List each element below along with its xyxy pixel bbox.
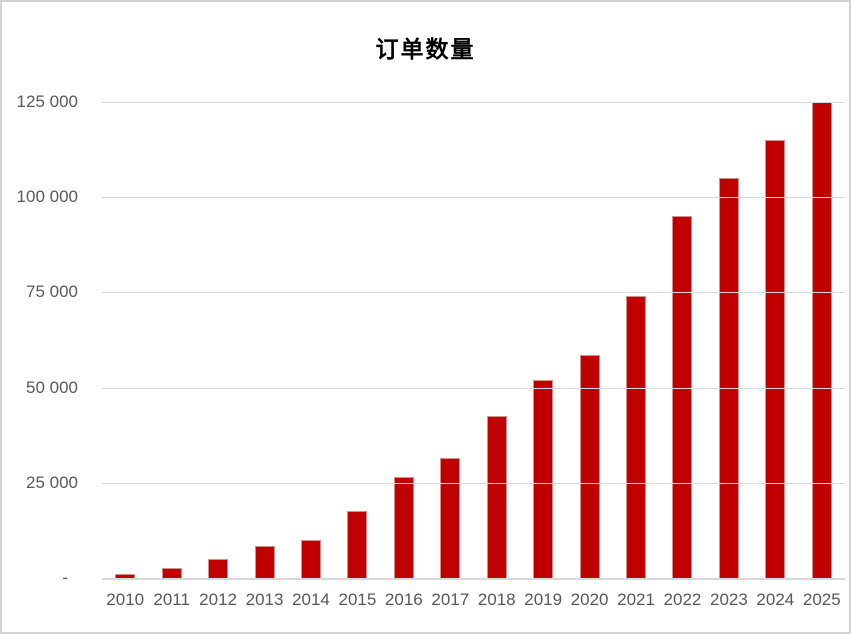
bar-2022 (672, 216, 693, 578)
bar-2017 (440, 458, 461, 578)
bar-slot-2010 (102, 102, 148, 578)
gridline-50000 (102, 387, 845, 389)
bar-2020 (579, 355, 600, 578)
bar-slot-2011 (148, 102, 194, 578)
bar-2021 (626, 296, 647, 578)
bar-slot-2018 (474, 102, 520, 578)
bar-slot-2012 (195, 102, 241, 578)
bar-2012 (208, 558, 229, 578)
x-tick-label-2017: 2017 (431, 590, 470, 609)
x-tick-label-2023: 2023 (709, 590, 748, 609)
bar-2024 (765, 140, 786, 578)
bar-2018 (486, 416, 507, 578)
x-tick-label-2012: 2012 (199, 590, 237, 609)
y-tick-label: - (62, 568, 68, 587)
bar-slot-2024 (752, 102, 798, 578)
bar-slot-2015 (334, 102, 380, 578)
x-tick-label-2021: 2021 (617, 590, 655, 609)
x-tick-label-2013: 2013 (245, 590, 284, 609)
x-tick-label-2019: 2019 (524, 590, 563, 609)
bar-slot-2013 (241, 102, 287, 578)
bar-slot-2022 (659, 102, 705, 578)
bar-slot-2020 (566, 102, 612, 578)
x-tick-label-2010: 2010 (106, 590, 145, 609)
x-tick-label-2016: 2016 (384, 590, 423, 609)
bar-slot-2021 (613, 102, 659, 578)
bar-2023 (718, 178, 739, 578)
bar-slot-2017 (427, 102, 473, 578)
x-tick-label-2022: 2022 (663, 590, 702, 609)
gridline-100000 (102, 197, 845, 199)
bar-2019 (533, 379, 554, 578)
gridline-25000 (102, 482, 845, 484)
x-tick-label-2025: 2025 (802, 590, 841, 609)
bar-2016 (393, 477, 414, 578)
bar-slot-2014 (288, 102, 334, 578)
bar-slot-2016 (381, 102, 427, 578)
chart-title: 订单数量 (375, 37, 476, 62)
y-tick-label: 125 000 (16, 92, 78, 111)
bar-slot-2023 (706, 102, 752, 578)
y-tick-label: 100 000 (16, 187, 78, 207)
bar-slot-2025 (799, 102, 845, 578)
x-tick-label-2024: 2024 (756, 590, 795, 609)
gridline-125000 (102, 102, 845, 103)
x-axis: 2010 2011 2012 2013 2014 2015 2016 2017 2018 2019… (102, 590, 845, 610)
plot-area (102, 102, 845, 580)
bar-2015 (347, 511, 368, 578)
bar-series (102, 102, 845, 578)
y-tick-label: 75 000 (26, 282, 78, 302)
bar-2014 (300, 539, 321, 578)
gridline-75000 (102, 292, 845, 294)
y-tick-label: 25 000 (26, 472, 78, 492)
bar-2011 (161, 568, 182, 578)
x-tick-label-2011: 2011 (153, 590, 190, 609)
x-tick-label-2020: 2020 (570, 590, 609, 609)
y-tick-label: 50 000 (26, 377, 78, 397)
x-tick-label-2014: 2014 (292, 590, 330, 609)
bar-slot-2019 (520, 102, 566, 578)
x-tick-label-2018: 2018 (477, 590, 516, 609)
bar-2013 (254, 545, 275, 578)
bar-2010 (115, 574, 136, 578)
bar-2025 (811, 102, 832, 578)
x-tick-label-2015: 2015 (338, 590, 377, 609)
